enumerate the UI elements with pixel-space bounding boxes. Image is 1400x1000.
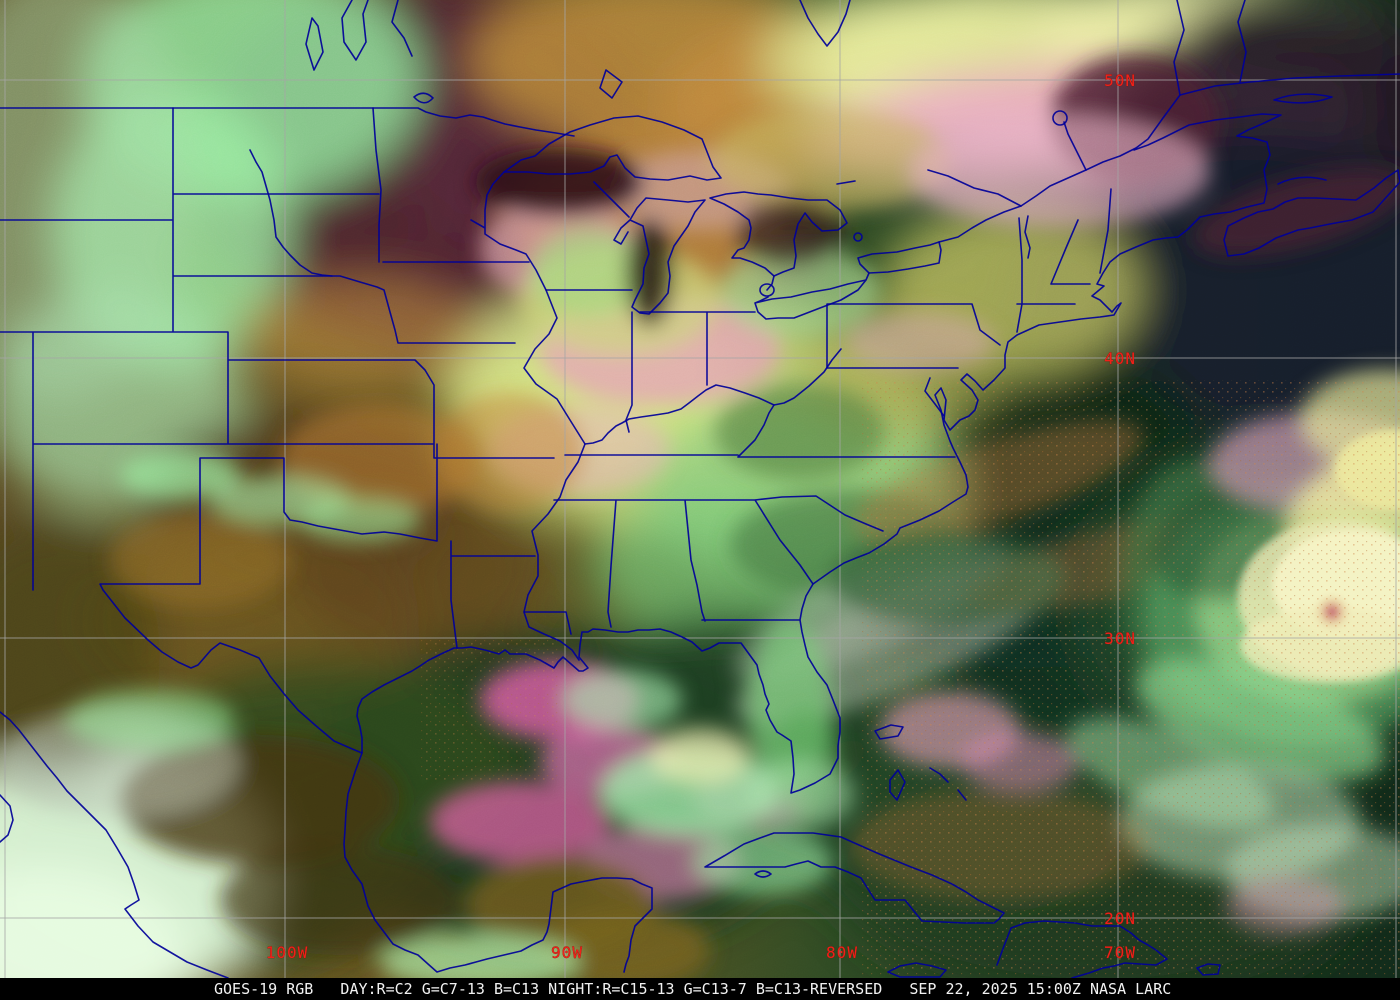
lake-simcoe xyxy=(853,232,863,242)
lon-label-80w: 80W xyxy=(826,943,858,962)
status-bar: GOES-19 RGB DAY:R=C2 G=C7-13 B=C13 NIGHT… xyxy=(0,978,1400,1000)
missouri-river xyxy=(249,149,333,277)
us-atlantic-gulf-coast xyxy=(343,216,1201,973)
gaspe-new-brunswick xyxy=(1133,113,1282,218)
latlon-gridlines xyxy=(0,0,1400,978)
st-lawrence xyxy=(938,73,1400,243)
coordinate-labels: 50N 40N 30N 20N 100W 90W 80W 70W xyxy=(266,71,1136,962)
lon-label-90w: 90W xyxy=(551,943,583,962)
lake-nipigon xyxy=(599,69,856,185)
bahamas xyxy=(874,724,967,801)
cuba xyxy=(704,832,1005,924)
hispaniola xyxy=(996,920,1168,978)
mexico-pacific-coast xyxy=(0,711,229,978)
lake-st-clair xyxy=(759,283,775,297)
lake-huron xyxy=(709,191,848,277)
lake-erie xyxy=(754,272,870,320)
status-bar-text: GOES-19 RGB DAY:R=C2 G=C7-13 B=C13 NIGHT… xyxy=(214,980,1172,998)
puerto-rico-jamaica xyxy=(887,962,1221,978)
manitoba-lakes xyxy=(305,0,434,104)
lon-label-70w: 70W xyxy=(1104,943,1136,962)
imagery-base xyxy=(0,0,1400,978)
lat-label-50n: 50N xyxy=(1104,71,1136,90)
prince-edward-island xyxy=(1277,176,1327,185)
nova-scotia xyxy=(1223,169,1400,257)
map-boundaries xyxy=(0,0,1400,978)
lon-label-100w: 100W xyxy=(266,943,309,962)
lat-label-30n: 30N xyxy=(1104,629,1136,648)
lac-st-jean xyxy=(1052,110,1068,126)
lake-michigan xyxy=(613,197,706,315)
lake-ontario xyxy=(857,241,942,274)
lat-label-20n: 20N xyxy=(1104,909,1136,928)
mississippi-river xyxy=(470,171,630,661)
quebec-rivers xyxy=(927,0,1247,207)
state-borders xyxy=(0,107,1112,754)
james-bay xyxy=(799,0,851,47)
anticosti-island xyxy=(1273,93,1333,104)
lake-champlain xyxy=(1024,215,1031,259)
lat-label-40n: 40N xyxy=(1104,349,1136,368)
ohio-river xyxy=(584,348,842,445)
canada-border xyxy=(0,107,575,137)
satellite-imagery: 50N 40N 30N 20N 100W 90W 80W 70W xyxy=(0,0,1400,978)
lake-superior xyxy=(503,115,722,181)
